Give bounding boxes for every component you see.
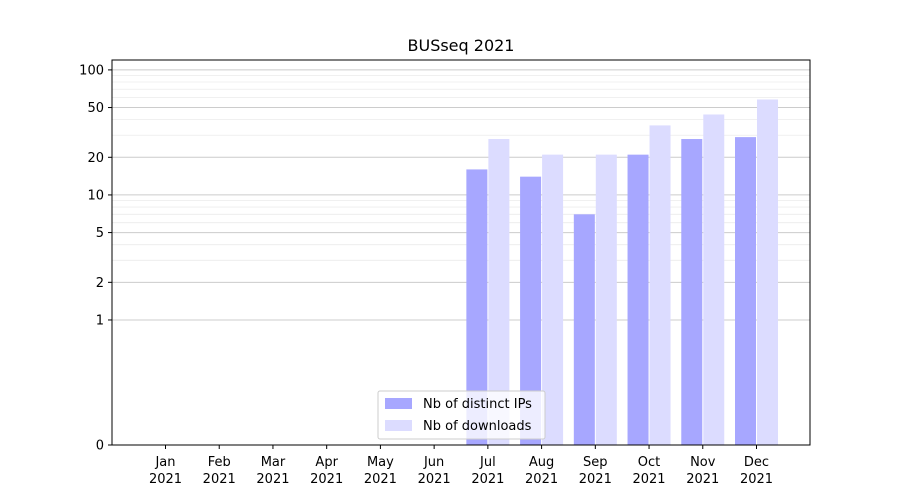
bar-downloads	[649, 125, 671, 445]
legend-swatch-distinct-ips	[385, 398, 412, 409]
bar-distinct-ips	[735, 137, 756, 445]
x-tick-label: Oct	[638, 455, 660, 470]
chart-title: BUSseq 2021	[408, 36, 515, 55]
y-tick-label: 2	[96, 276, 104, 291]
x-tick-label-year: 2021	[149, 472, 182, 487]
x-tick-label: Jan	[154, 455, 175, 470]
bar-distinct-ips	[466, 169, 488, 445]
x-tick-label: Nov	[690, 455, 716, 470]
x-tick-label-year: 2021	[418, 472, 451, 487]
bars	[466, 99, 778, 446]
legend-swatch-downloads	[385, 420, 412, 431]
legend: Nb of distinct IPs Nb of downloads	[377, 390, 546, 440]
bar-distinct-ips	[573, 214, 595, 445]
x-axis-ticks: Jan 2021 Feb 2021 Mar 2021 Apr 2021 May 2021 Jun 20…	[149, 445, 773, 487]
bar-downloads	[703, 114, 725, 445]
x-tick-label-year: 2021	[310, 472, 343, 487]
x-tick-label: Sep	[583, 455, 608, 470]
plot-frame	[111, 59, 811, 446]
x-tick-label-year: 2021	[686, 472, 719, 487]
x-tick-label-year: 2021	[525, 472, 558, 487]
y-tick-label: 20	[87, 151, 104, 166]
y-tick-label: 10	[87, 188, 104, 203]
legend-box	[377, 390, 546, 440]
bar-downloads	[757, 99, 778, 446]
y-tick-label: 1	[96, 313, 104, 328]
bar-downloads	[488, 139, 510, 445]
y-tick-label: 0	[96, 439, 104, 454]
x-tick-label: Dec	[744, 455, 769, 470]
x-tick-label-year: 2021	[364, 472, 397, 487]
bar-distinct-ips	[681, 139, 703, 445]
x-tick-label: Mar	[261, 455, 286, 470]
x-tick-label-year: 2021	[203, 472, 236, 487]
y-tick-label: 50	[87, 101, 104, 116]
bar-downloads	[542, 154, 564, 446]
y-tick-label: 5	[96, 226, 104, 241]
legend-label-distinct-ips: Nb of distinct IPs	[423, 397, 532, 412]
bar-distinct-ips	[520, 176, 542, 445]
x-tick-label-year: 2021	[256, 472, 289, 487]
x-tick-label: May	[367, 455, 394, 470]
bar-downloads	[595, 154, 617, 446]
x-tick-label: Jul	[479, 455, 496, 470]
bar-distinct-ips	[627, 154, 649, 446]
x-tick-label-year: 2021	[740, 472, 773, 487]
x-tick-label-year: 2021	[471, 472, 504, 487]
legend-label-downloads: Nb of downloads	[423, 419, 532, 434]
x-tick-label: Aug	[529, 455, 554, 470]
x-tick-label: Feb	[208, 455, 231, 470]
x-tick-label-year: 2021	[579, 472, 612, 487]
x-tick-label-year: 2021	[632, 472, 665, 487]
y-axis-ticks: 0 1 2 5 10 20 50 100	[79, 63, 112, 454]
y-tick-label: 100	[79, 63, 104, 78]
x-tick-label: Apr	[315, 455, 338, 470]
x-tick-label: Jun	[423, 455, 444, 470]
